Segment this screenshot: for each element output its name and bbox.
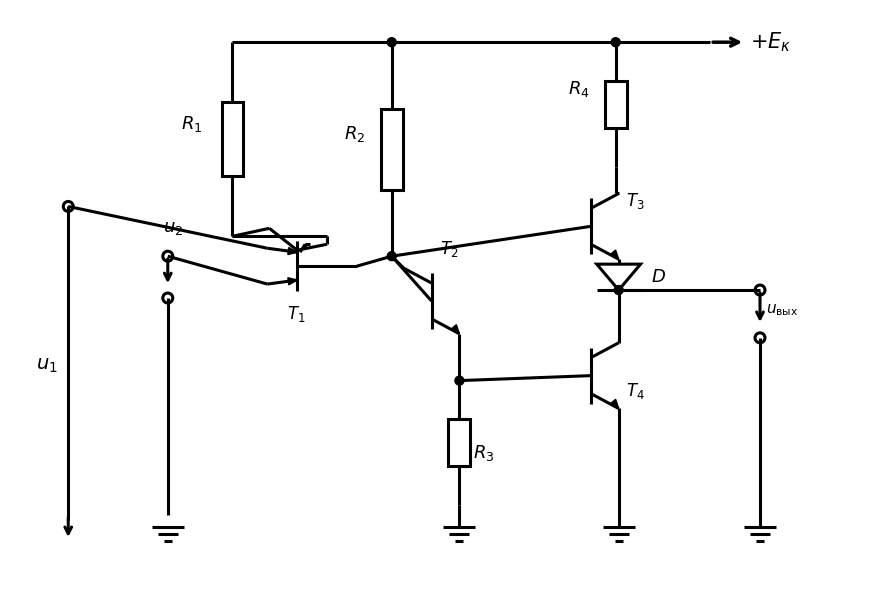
Text: $R_3$: $R_3$ <box>473 443 494 462</box>
FancyBboxPatch shape <box>222 103 244 176</box>
Text: $R_4$: $R_4$ <box>568 79 590 100</box>
Text: $u_1$: $u_1$ <box>36 356 58 375</box>
Circle shape <box>455 376 464 385</box>
Circle shape <box>388 38 396 46</box>
Circle shape <box>611 38 620 46</box>
Polygon shape <box>597 264 640 290</box>
Text: $R_1$: $R_1$ <box>181 114 202 134</box>
Text: $R_2$: $R_2$ <box>344 125 366 144</box>
Polygon shape <box>288 247 298 254</box>
Polygon shape <box>451 325 459 334</box>
Polygon shape <box>610 399 619 408</box>
Circle shape <box>388 252 396 260</box>
Text: $+E_{\kappa}$: $+E_{\kappa}$ <box>750 30 791 54</box>
Text: $u_2$: $u_2$ <box>162 219 183 237</box>
Polygon shape <box>610 250 619 259</box>
Circle shape <box>615 285 623 294</box>
Text: $T_1$: $T_1$ <box>287 304 306 324</box>
Text: $T_2$: $T_2$ <box>440 239 458 259</box>
FancyBboxPatch shape <box>449 419 471 467</box>
FancyBboxPatch shape <box>605 81 627 128</box>
Text: $T_4$: $T_4$ <box>626 381 645 401</box>
Text: $D$: $D$ <box>651 268 666 286</box>
FancyBboxPatch shape <box>381 108 403 190</box>
Text: $u_{\rm вых}$: $u_{\rm вых}$ <box>766 302 798 318</box>
Polygon shape <box>288 278 298 285</box>
Text: $T_3$: $T_3$ <box>626 191 645 212</box>
